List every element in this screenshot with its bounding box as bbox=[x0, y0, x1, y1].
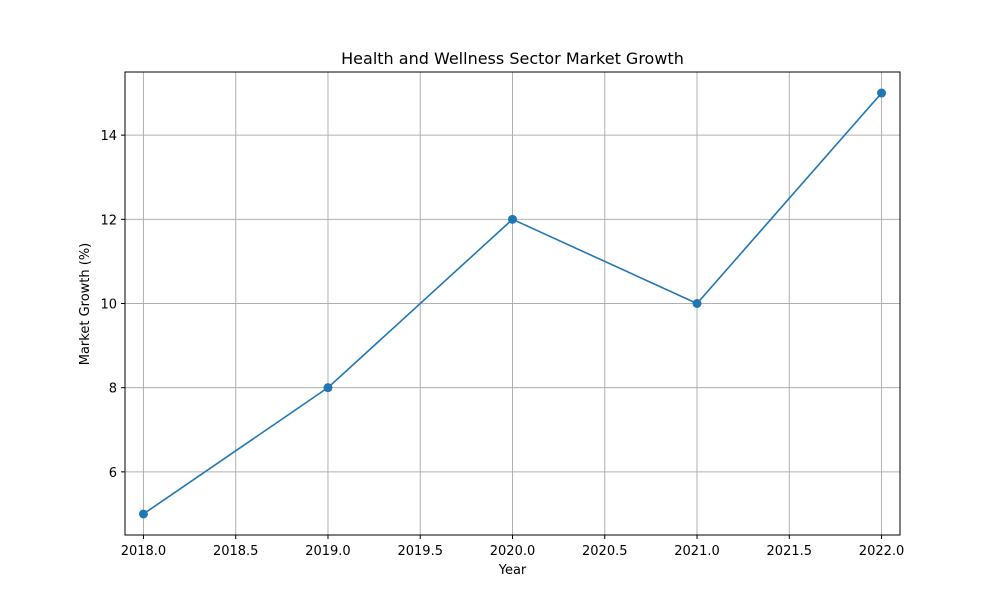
data-point bbox=[692, 299, 702, 308]
x-tick-label: 2021.0 bbox=[674, 544, 720, 559]
series-layer bbox=[138, 88, 887, 519]
plot-frame bbox=[124, 71, 901, 536]
y-axis-label: Market Growth (%) bbox=[78, 243, 93, 366]
x-tick-label: 2018.0 bbox=[121, 544, 167, 559]
x-tick-label: 2019.0 bbox=[305, 544, 351, 559]
data-point bbox=[323, 383, 333, 393]
x-tick-label: 2021.5 bbox=[767, 544, 813, 559]
grid-layer bbox=[125, 72, 900, 535]
y-tick-label: 8 bbox=[109, 382, 117, 397]
data-point bbox=[508, 214, 517, 224]
x-tick-label: 2020.5 bbox=[582, 544, 628, 559]
axes-layer: 2018.0 2018.5 2019.0 2019.5 2020.0 2020.5 2021… bbox=[100, 71, 905, 559]
y-tick-label: 10 bbox=[100, 298, 117, 313]
data-point bbox=[138, 509, 148, 519]
y-tick-label: 14 bbox=[100, 129, 117, 144]
data-point bbox=[877, 88, 887, 98]
y-tick-label: 12 bbox=[100, 213, 117, 228]
x-axis-label: Year bbox=[498, 563, 527, 578]
y-tick-label: 6 bbox=[109, 466, 117, 481]
x-tick-label: 2020.0 bbox=[490, 544, 536, 559]
x-tick-label: 2022.0 bbox=[859, 544, 905, 559]
x-tick-label: 2019.5 bbox=[397, 544, 443, 559]
chart-title: Health and Wellness Sector Market Growth bbox=[341, 49, 684, 68]
x-tick-label: 2018.5 bbox=[213, 544, 259, 559]
